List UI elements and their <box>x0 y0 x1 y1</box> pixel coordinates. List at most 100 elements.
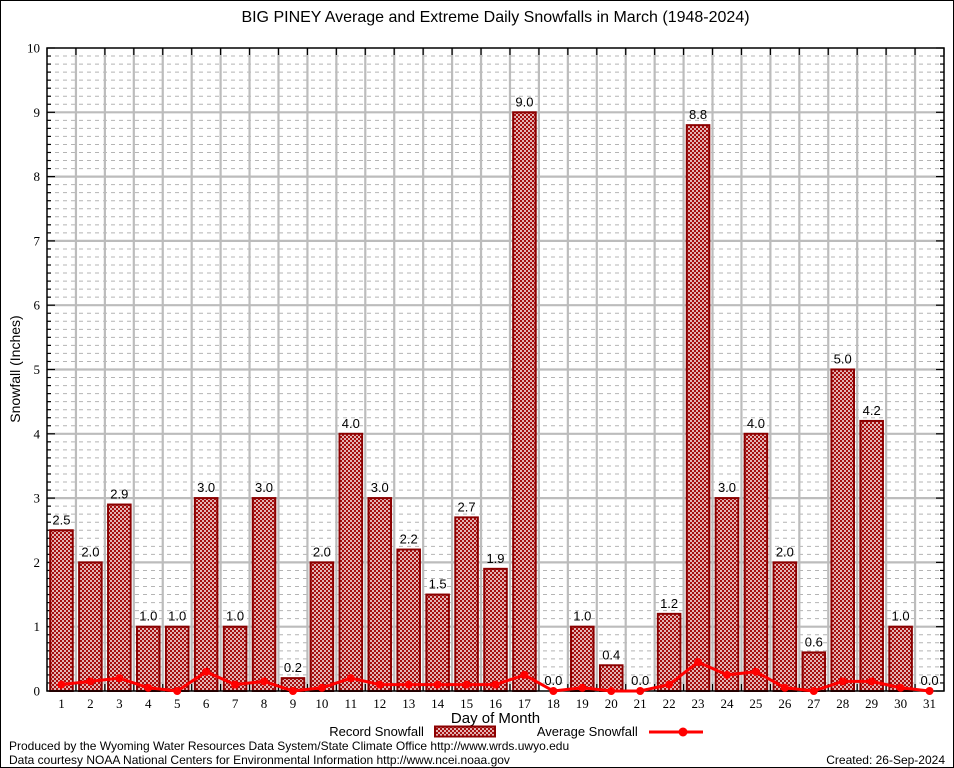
record-bar-day-16 <box>483 567 508 693</box>
bar-value-label-day-2: 2.0 <box>81 544 99 559</box>
record-bar-day-12 <box>367 497 393 692</box>
average-point-day-25 <box>751 667 760 676</box>
x-tick-label-17: 17 <box>518 696 532 711</box>
y-tick-label-1: 1 <box>34 619 41 634</box>
legend: Record Snowfall Average Snowfall <box>41 724 953 739</box>
bar-value-label-day-21: 0.0 <box>631 673 649 688</box>
x-tick-label-2: 2 <box>87 696 94 711</box>
average-point-day-4 <box>144 683 153 692</box>
y-tick-label-9: 9 <box>34 105 41 120</box>
plot-canvas: 2.5 2.0 2.9 1.0 1.0 3.0 1.0 3.0 0.2 2.0 4.0 3.0 2.2 1… <box>27 41 945 711</box>
x-tick-label-5: 5 <box>174 696 181 711</box>
y-tick-label-10: 10 <box>27 41 40 56</box>
average-point-day-14 <box>433 680 442 689</box>
x-tick-label-19: 19 <box>576 696 589 711</box>
bar-value-label-day-5: 1.0 <box>168 609 186 624</box>
x-tick-label-15: 15 <box>460 696 473 711</box>
average-point-day-15 <box>462 680 471 689</box>
x-tick-label-22: 22 <box>663 696 676 711</box>
y-tick-labels: 0 1 2 3 4 5 6 7 8 9 10 <box>27 41 41 699</box>
x-tick-label-16: 16 <box>489 696 503 711</box>
average-point-day-1 <box>57 680 66 689</box>
x-tick-label-26: 26 <box>778 696 792 711</box>
record-bar-day-3 <box>107 503 132 692</box>
x-tick-label-20: 20 <box>605 696 618 711</box>
x-tick-label-1: 1 <box>58 696 65 711</box>
record-bar-day-15 <box>454 516 479 693</box>
y-tick-label-6: 6 <box>34 298 41 313</box>
x-axis-title: Day of Month <box>450 710 541 727</box>
average-point-day-3 <box>115 674 124 683</box>
average-point-day-23 <box>694 658 703 667</box>
x-tick-label-8: 8 <box>261 696 268 711</box>
average-point-day-19 <box>578 683 587 692</box>
x-tick-label-3: 3 <box>116 696 123 711</box>
x-tick-label-4: 4 <box>145 696 152 711</box>
average-point-day-30 <box>896 683 905 692</box>
record-bar-day-17 <box>512 111 537 693</box>
x-tick-label-30: 30 <box>894 696 907 711</box>
x-tick-label-12: 12 <box>373 696 386 711</box>
x-tick-label-28: 28 <box>836 696 849 711</box>
average-point-day-31 <box>925 687 934 695</box>
x-tick-label-10: 10 <box>315 696 328 711</box>
footer-produced-by: Produced by the Wyoming Water Resources … <box>9 739 570 753</box>
record-bar-day-19 <box>570 625 595 693</box>
bar-value-label-day-11: 4.0 <box>342 416 360 431</box>
record-swatch-icon <box>433 725 496 738</box>
bar-value-label-day-13: 2.2 <box>400 532 418 547</box>
average-point-day-22 <box>665 680 674 689</box>
bar-value-label-day-14: 1.5 <box>429 577 447 592</box>
record-bar-day-2 <box>78 561 103 693</box>
x-tick-label-7: 7 <box>232 696 239 711</box>
y-tick-label-7: 7 <box>34 233 41 248</box>
bar-value-label-day-4: 1.0 <box>139 609 157 624</box>
average-point-day-27 <box>809 687 818 695</box>
record-bar-day-29 <box>859 419 884 692</box>
bar-value-label-day-31: 0.0 <box>920 673 938 688</box>
x-tick-label-9: 9 <box>290 696 297 711</box>
average-snowfall-points <box>57 658 934 695</box>
record-bar-day-25 <box>743 432 769 692</box>
average-point-day-20 <box>607 687 616 695</box>
average-point-day-12 <box>375 680 384 689</box>
x-tick-label-13: 13 <box>402 696 415 711</box>
footer-data-courtesy: Data courtesy NOAA National Centers for … <box>9 753 510 767</box>
average-point-day-13 <box>404 680 413 689</box>
bar-value-label-day-15: 2.7 <box>458 499 476 514</box>
x-tick-label-27: 27 <box>807 696 821 711</box>
bar-value-label-day-28: 5.0 <box>834 352 852 367</box>
x-tick-label-11: 11 <box>345 696 358 711</box>
record-bar-day-23 <box>685 124 711 693</box>
record-bars <box>49 111 913 693</box>
average-point-day-6 <box>202 667 211 676</box>
x-tick-label-31: 31 <box>923 696 936 711</box>
bar-value-label-day-10: 2.0 <box>313 544 331 559</box>
average-point-day-17 <box>520 670 529 679</box>
record-bar-day-30 <box>888 625 913 693</box>
record-bar-day-10 <box>309 561 335 693</box>
x-tick-label-24: 24 <box>720 696 734 711</box>
bar-value-label-day-20: 0.4 <box>602 647 620 662</box>
bar-value-label-day-9: 0.2 <box>284 660 302 675</box>
bar-value-label-day-3: 2.9 <box>110 487 128 502</box>
bar-value-label-day-1: 2.5 <box>52 512 70 527</box>
average-point-day-7 <box>231 680 240 689</box>
bar-value-label-day-25: 4.0 <box>747 416 765 431</box>
bar-value-label-day-27: 0.6 <box>805 634 823 649</box>
average-point-day-28 <box>838 677 847 686</box>
record-bar-day-26 <box>772 561 798 693</box>
average-point-day-18 <box>549 687 558 695</box>
record-bar-day-4 <box>135 625 161 693</box>
bar-value-label-day-26: 2.0 <box>776 544 794 559</box>
x-tick-label-18: 18 <box>547 696 560 711</box>
bar-value-label-day-30: 1.0 <box>892 609 910 624</box>
bar-value-label-day-16: 1.9 <box>486 551 504 566</box>
footer-created-date: Created: 26-Sep-2024 <box>826 753 945 767</box>
record-bar-day-24 <box>714 497 740 692</box>
bar-value-label-day-12: 3.0 <box>371 480 389 495</box>
record-bar-day-14 <box>425 593 450 692</box>
bar-value-labels: 2.5 2.0 2.9 1.0 1.0 3.0 1.0 3.0 0.2 2.0 4.0 3.0 2.2 1… <box>52 94 938 688</box>
x-tick-label-23: 23 <box>692 696 705 711</box>
y-tick-label-3: 3 <box>34 491 41 506</box>
